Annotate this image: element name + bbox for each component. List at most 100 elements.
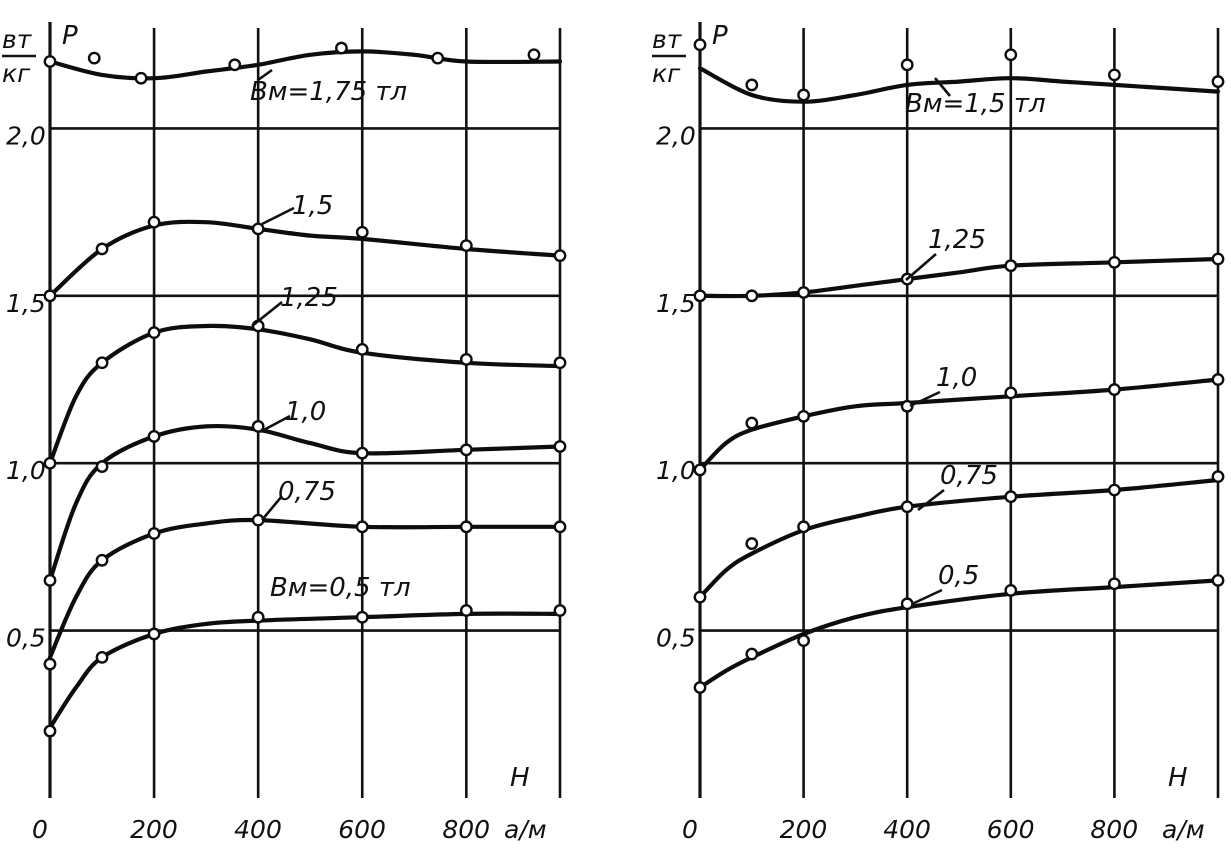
curve-label: 1,0	[285, 397, 326, 427]
data-point	[1108, 383, 1121, 396]
series-line	[697, 377, 1221, 472]
data-point	[459, 443, 473, 457]
x-tick-label: 800	[1090, 815, 1138, 844]
y-tick-label: 1,5	[656, 289, 696, 318]
data-point	[1211, 573, 1225, 587]
data-point	[335, 41, 348, 55]
series-line	[697, 256, 1221, 299]
data-point	[1211, 75, 1225, 88]
data-point	[95, 356, 109, 370]
data-point	[553, 249, 567, 263]
data-point	[693, 38, 707, 52]
data-point	[134, 71, 148, 85]
curve-label-leader	[251, 300, 283, 328]
series-line	[47, 611, 563, 730]
series-line	[697, 66, 1221, 104]
data-point	[43, 456, 57, 470]
y-tick-label: 0,5	[656, 624, 696, 653]
data-point	[95, 650, 109, 664]
data-point	[797, 634, 810, 648]
x-tick-label: 400	[883, 815, 931, 844]
data-point	[553, 520, 567, 534]
data-point	[95, 553, 109, 567]
data-point	[693, 463, 707, 477]
data-point	[745, 416, 759, 430]
data-point	[95, 242, 109, 256]
y-tick-label: 2,0	[656, 121, 696, 150]
data-point	[87, 51, 101, 65]
data-point	[693, 590, 707, 604]
curve-label: 1,5	[292, 191, 333, 221]
y-unit-numerator: вт	[652, 25, 683, 54]
x-tick-label: 200	[780, 815, 828, 844]
y-tick-label: 2,0	[6, 121, 46, 150]
series-line	[47, 219, 563, 298]
curve-label: 1,25	[928, 225, 986, 255]
data-point	[900, 500, 914, 514]
x-axis-label: H	[510, 763, 530, 793]
data-point	[527, 48, 541, 62]
curve-label-leader	[917, 488, 945, 512]
data-point	[1004, 584, 1018, 597]
y-tick-label: 0,5	[6, 624, 46, 653]
x-unit-label: а/м	[1162, 815, 1205, 844]
data-point	[147, 430, 161, 443]
curve-label-leader	[261, 495, 283, 521]
y-axis-label: P	[62, 21, 78, 51]
data-point	[797, 286, 810, 299]
origin-label: 0	[32, 815, 48, 844]
data-point	[1211, 470, 1225, 484]
data-point	[745, 647, 759, 661]
curve-label: 1,25	[280, 283, 338, 313]
data-point	[459, 520, 473, 534]
data-point	[355, 610, 369, 624]
data-point	[1108, 577, 1121, 591]
series-line	[47, 323, 563, 466]
data-point	[900, 597, 914, 611]
data-point	[43, 289, 57, 303]
data-point	[355, 446, 369, 460]
x-tick-label: 600	[338, 815, 386, 844]
curve-label-leader	[261, 206, 295, 226]
series-line	[697, 477, 1221, 600]
data-point	[251, 222, 265, 236]
y-axis-label: P	[712, 21, 728, 51]
data-point	[43, 724, 57, 738]
data-point	[1004, 490, 1018, 504]
series-line	[47, 423, 563, 583]
data-point	[147, 215, 161, 229]
curve-label: 1,0	[936, 363, 977, 393]
x-unit-label: а/м	[504, 815, 547, 844]
data-point	[355, 342, 369, 356]
data-point	[459, 604, 473, 617]
data-point	[1108, 483, 1121, 497]
data-point	[251, 610, 265, 624]
data-point	[147, 627, 161, 641]
data-point	[1211, 252, 1225, 266]
curve-label-leader	[911, 588, 943, 606]
curve-label-leader	[905, 253, 937, 281]
data-point	[355, 520, 369, 534]
data-point	[553, 604, 567, 617]
x-tick-label: 200	[130, 815, 178, 844]
x-tick-label: 800	[442, 815, 490, 844]
data-point	[693, 681, 707, 694]
data-point	[797, 409, 810, 423]
data-point	[693, 289, 707, 303]
series-line	[47, 517, 563, 660]
curve-label-leader	[934, 77, 951, 97]
data-point	[43, 657, 57, 671]
data-point	[745, 78, 759, 92]
data-point	[1108, 68, 1121, 82]
y-unit-denominator: кг	[2, 59, 31, 88]
series-line	[47, 49, 563, 81]
x-axis-label: H	[1168, 763, 1188, 793]
data-point	[797, 520, 810, 534]
data-point	[355, 225, 369, 239]
curve-label: 0,5	[938, 561, 979, 591]
data-point	[95, 460, 109, 473]
curve-label: 0,75	[940, 461, 998, 491]
data-point	[553, 356, 567, 370]
data-point	[459, 353, 473, 366]
data-point	[1004, 259, 1018, 273]
